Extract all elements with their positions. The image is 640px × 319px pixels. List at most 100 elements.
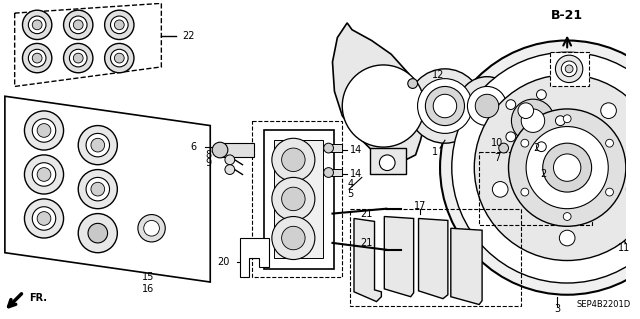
Circle shape bbox=[69, 49, 87, 67]
Circle shape bbox=[521, 109, 545, 132]
Circle shape bbox=[88, 223, 108, 243]
Circle shape bbox=[104, 10, 134, 40]
Polygon shape bbox=[15, 3, 161, 86]
Circle shape bbox=[86, 133, 109, 157]
Circle shape bbox=[91, 138, 104, 152]
Circle shape bbox=[518, 103, 534, 118]
Circle shape bbox=[74, 53, 83, 63]
Circle shape bbox=[69, 16, 87, 33]
Circle shape bbox=[467, 86, 506, 126]
Circle shape bbox=[521, 188, 529, 196]
Text: 3: 3 bbox=[554, 304, 561, 315]
Circle shape bbox=[506, 100, 516, 109]
Text: 6: 6 bbox=[191, 142, 197, 152]
Circle shape bbox=[408, 79, 417, 88]
Circle shape bbox=[28, 49, 46, 67]
Text: 21: 21 bbox=[360, 209, 372, 219]
Circle shape bbox=[225, 165, 235, 174]
Circle shape bbox=[282, 148, 305, 172]
Circle shape bbox=[32, 20, 42, 30]
Circle shape bbox=[627, 182, 640, 197]
Circle shape bbox=[115, 20, 124, 30]
Circle shape bbox=[474, 75, 640, 261]
Circle shape bbox=[380, 155, 395, 171]
Circle shape bbox=[556, 116, 565, 126]
Polygon shape bbox=[384, 217, 413, 297]
Circle shape bbox=[543, 143, 591, 192]
Circle shape bbox=[536, 90, 547, 100]
Text: 4: 4 bbox=[347, 179, 353, 189]
Text: 15: 15 bbox=[142, 272, 154, 282]
Circle shape bbox=[605, 139, 613, 147]
Polygon shape bbox=[354, 219, 381, 301]
Circle shape bbox=[24, 155, 63, 194]
Circle shape bbox=[78, 214, 117, 253]
Circle shape bbox=[272, 138, 315, 181]
Text: 12: 12 bbox=[432, 70, 445, 80]
Polygon shape bbox=[328, 169, 342, 176]
Bar bbox=[274, 140, 323, 257]
Circle shape bbox=[559, 230, 575, 246]
Circle shape bbox=[22, 10, 52, 40]
Text: FR.: FR. bbox=[29, 293, 47, 303]
Bar bbox=[550, 52, 589, 86]
Text: 2: 2 bbox=[532, 143, 539, 153]
Circle shape bbox=[212, 142, 228, 158]
Circle shape bbox=[115, 53, 124, 63]
Circle shape bbox=[565, 65, 573, 73]
Circle shape bbox=[601, 103, 616, 118]
Circle shape bbox=[28, 16, 46, 33]
Text: 10: 10 bbox=[491, 138, 503, 148]
Circle shape bbox=[526, 127, 608, 209]
Circle shape bbox=[561, 61, 577, 77]
Circle shape bbox=[144, 220, 159, 236]
Text: 22: 22 bbox=[182, 31, 195, 41]
Text: 11: 11 bbox=[618, 243, 630, 253]
Text: 21: 21 bbox=[360, 238, 372, 248]
Circle shape bbox=[225, 155, 235, 165]
Circle shape bbox=[32, 53, 42, 63]
Text: 20: 20 bbox=[217, 257, 230, 267]
Circle shape bbox=[556, 55, 583, 83]
Polygon shape bbox=[370, 148, 406, 174]
Circle shape bbox=[440, 41, 640, 295]
Circle shape bbox=[536, 142, 547, 152]
Circle shape bbox=[138, 215, 165, 242]
Circle shape bbox=[492, 182, 508, 197]
Circle shape bbox=[605, 188, 613, 196]
Text: 1: 1 bbox=[432, 147, 438, 157]
Text: SEP4B2201D: SEP4B2201D bbox=[577, 300, 631, 309]
Circle shape bbox=[24, 199, 63, 238]
Bar bbox=[264, 130, 335, 269]
Circle shape bbox=[74, 20, 83, 30]
Circle shape bbox=[104, 43, 134, 73]
Polygon shape bbox=[419, 219, 448, 299]
Text: 5: 5 bbox=[347, 189, 353, 199]
Circle shape bbox=[272, 217, 315, 260]
Circle shape bbox=[342, 65, 424, 147]
Circle shape bbox=[324, 167, 333, 177]
Circle shape bbox=[32, 119, 56, 142]
Circle shape bbox=[324, 143, 333, 153]
Circle shape bbox=[506, 132, 516, 142]
Text: 8: 8 bbox=[205, 150, 211, 160]
Circle shape bbox=[433, 94, 457, 118]
Circle shape bbox=[22, 43, 52, 73]
Circle shape bbox=[37, 167, 51, 181]
Circle shape bbox=[32, 163, 56, 186]
Circle shape bbox=[511, 99, 554, 142]
Circle shape bbox=[63, 43, 93, 73]
Text: 14: 14 bbox=[350, 145, 362, 155]
Bar bbox=[252, 121, 342, 277]
Circle shape bbox=[452, 52, 640, 283]
Circle shape bbox=[37, 211, 51, 225]
Bar bbox=[350, 209, 521, 307]
Text: 17: 17 bbox=[414, 201, 427, 211]
Circle shape bbox=[499, 143, 509, 153]
Circle shape bbox=[509, 109, 626, 226]
Circle shape bbox=[554, 154, 581, 181]
Circle shape bbox=[111, 49, 128, 67]
Polygon shape bbox=[5, 96, 211, 282]
Circle shape bbox=[499, 86, 567, 155]
Circle shape bbox=[37, 124, 51, 137]
